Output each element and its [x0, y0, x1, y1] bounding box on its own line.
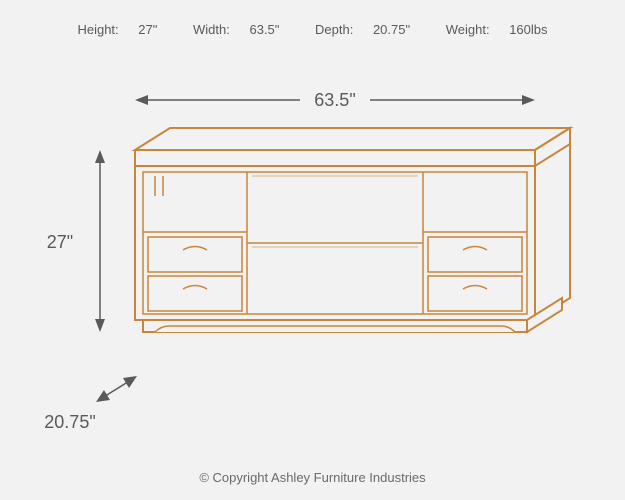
furniture-top: [135, 128, 570, 150]
dim-width-arrow-r: [522, 95, 535, 105]
dim-height-arrow-b: [95, 319, 105, 332]
furniture-foot-arch: [155, 326, 515, 332]
copyright-line: © Copyright Ashley Furniture Industries: [0, 470, 625, 485]
dim-depth-arrow-t: [123, 376, 137, 388]
dim-width-text: 63.5": [314, 90, 355, 110]
dim-depth-text: 20.75": [44, 412, 95, 432]
diagram-svg: 63.5" 27" 20.75": [0, 0, 625, 500]
dim-width-arrow-l: [135, 95, 148, 105]
dim-depth-arrow-b: [96, 390, 110, 402]
diagram-page: Height: 27" Width: 63.5" Depth: 20.75" W…: [0, 0, 625, 500]
dim-height-arrow-t: [95, 150, 105, 163]
furniture-top-edge: [135, 150, 535, 166]
dim-height-text: 27": [47, 232, 73, 252]
